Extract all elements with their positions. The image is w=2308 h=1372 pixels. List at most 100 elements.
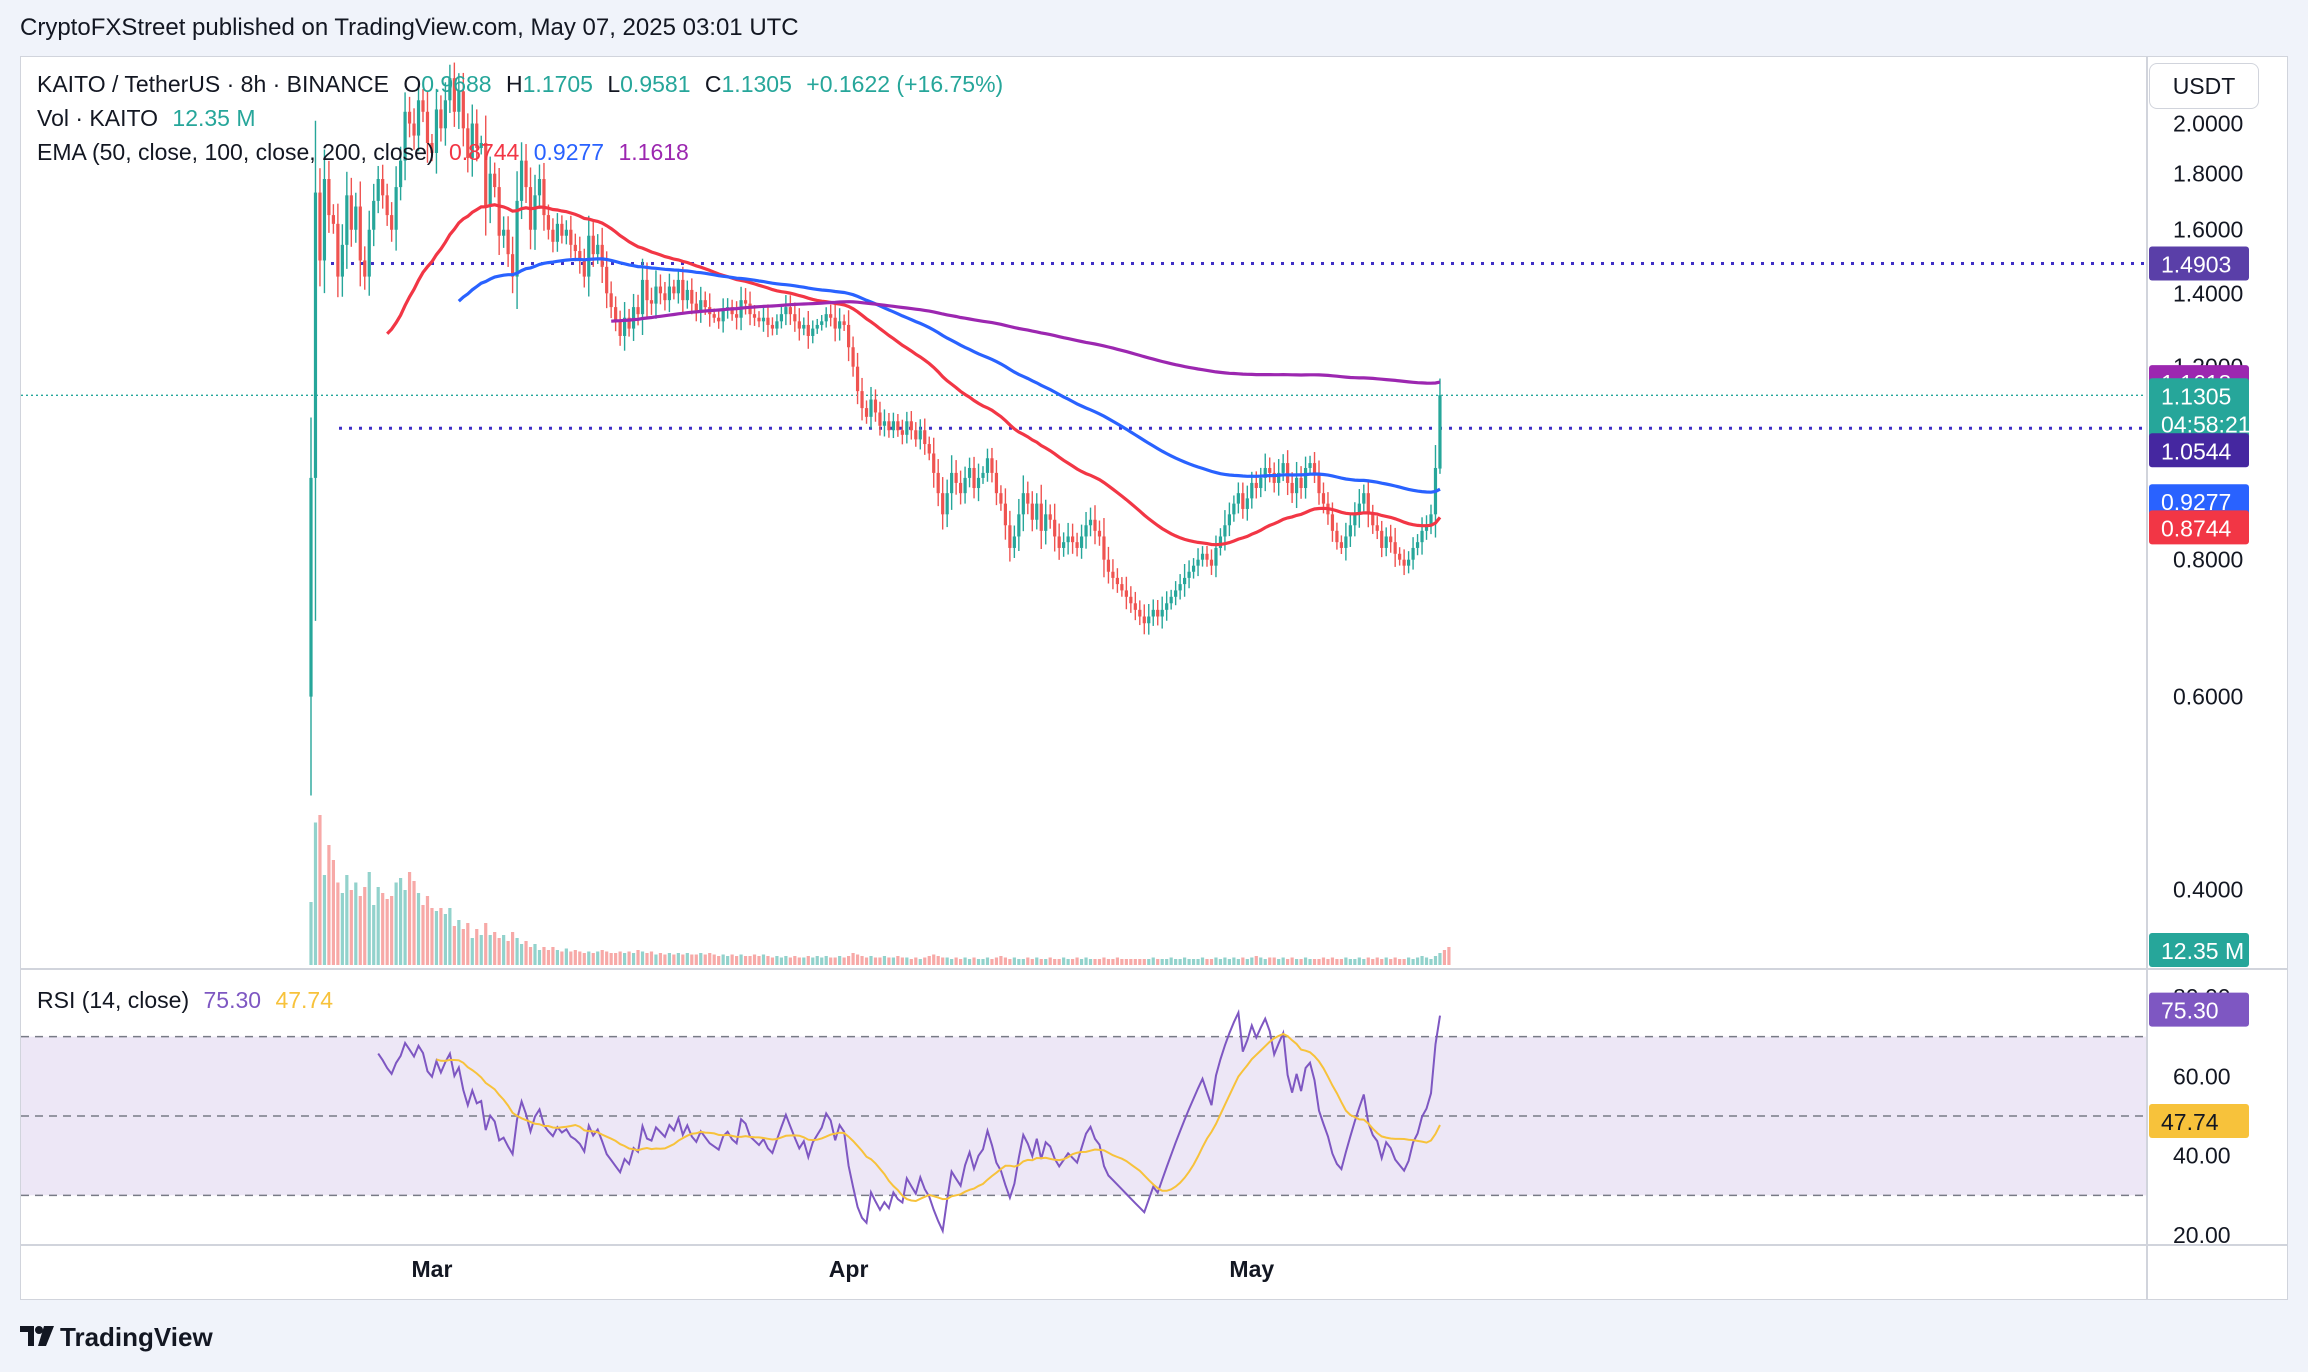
volume-bar	[779, 957, 783, 965]
volume-bar	[842, 957, 846, 965]
volume-bar	[851, 953, 855, 965]
volume-bar	[367, 872, 371, 965]
volume-bar	[959, 959, 963, 965]
candle	[381, 178, 385, 196]
volume-bar	[1415, 957, 1420, 965]
volume-bar	[537, 950, 542, 965]
volume-bar	[1223, 957, 1227, 965]
volume-bar	[721, 954, 725, 965]
candle	[345, 195, 349, 245]
candle	[900, 430, 904, 435]
legend-rsi-ma-value: 47.74	[275, 987, 334, 1013]
candle	[1353, 514, 1357, 526]
volume-bar	[1160, 959, 1164, 965]
candle	[981, 472, 985, 478]
volume-bar	[609, 953, 613, 965]
candle	[497, 187, 501, 236]
legend-l-label: L	[607, 71, 621, 97]
candle	[743, 300, 748, 304]
volume-bar	[614, 953, 618, 965]
candle	[761, 317, 766, 322]
candle	[376, 178, 380, 201]
volume-bar	[752, 954, 757, 965]
candle	[860, 391, 864, 409]
volume-bar	[1268, 957, 1272, 965]
volume-bar	[524, 941, 528, 965]
candle	[434, 109, 439, 153]
candle	[1259, 477, 1263, 489]
candle	[363, 260, 367, 277]
volume-bar	[658, 953, 663, 965]
candle	[645, 279, 649, 301]
candle	[399, 160, 403, 188]
volume-bar	[1375, 957, 1379, 965]
legend-h-label: H	[505, 71, 523, 97]
candle	[824, 314, 828, 322]
volume-bar	[712, 954, 716, 965]
volume-bar	[484, 923, 488, 965]
volume-bar	[1048, 957, 1052, 965]
legend-ema-label: EMA (50, close, 100, close, 200, close)	[37, 139, 435, 165]
ema-200-line	[611, 300, 1441, 385]
volume-bar	[1330, 957, 1335, 965]
currency-button[interactable]: USDT	[2149, 63, 2259, 109]
candle	[546, 215, 551, 230]
chart-svg[interactable]: 2.00001.80001.60001.40001.20001.00000.80…	[21, 57, 2287, 1299]
volume-bar	[461, 929, 465, 965]
candle	[461, 91, 465, 129]
volume-bar	[1308, 959, 1312, 965]
volume-bar	[663, 954, 667, 965]
candle	[1169, 596, 1173, 604]
volume-bar	[1044, 959, 1048, 965]
volume-bar	[829, 957, 833, 965]
volume-bar	[914, 957, 918, 965]
volume-bar	[1272, 957, 1276, 965]
volume-bar	[1008, 959, 1012, 965]
volume-bar	[694, 954, 698, 965]
candle	[569, 229, 573, 245]
volume-bar	[394, 882, 398, 965]
volume-bar	[1209, 959, 1214, 965]
candle	[963, 477, 967, 494]
legend-open: 0.9688	[421, 71, 492, 97]
candle	[623, 317, 627, 336]
candle	[887, 421, 891, 431]
volume-bar	[1241, 957, 1245, 965]
candle	[690, 289, 694, 304]
resistance-tag-bg	[2149, 246, 2249, 281]
candle	[533, 195, 537, 230]
volume-bar	[618, 951, 622, 965]
volume-bar	[936, 956, 940, 965]
volume-bar	[882, 956, 887, 965]
volume-bar	[990, 959, 994, 965]
candle	[717, 317, 721, 322]
volume-bar	[1178, 959, 1182, 965]
candle	[1174, 590, 1178, 597]
candle	[1415, 542, 1420, 548]
volume-bar	[591, 953, 595, 965]
volume-bar	[1335, 959, 1339, 965]
candle	[999, 493, 1003, 504]
volume-bar	[448, 908, 452, 965]
candle	[941, 493, 945, 515]
chart-frame[interactable]: 2.00001.80001.60001.40001.20001.00000.80…	[20, 56, 2288, 1300]
volume-bar	[811, 957, 815, 965]
candle	[1035, 503, 1039, 520]
volume-bar	[385, 899, 389, 965]
candle	[985, 458, 990, 473]
candle	[972, 467, 976, 489]
candle	[1312, 463, 1317, 473]
volume-bar	[349, 890, 353, 965]
volume-bar	[1142, 959, 1146, 965]
candle	[1008, 525, 1012, 548]
candle	[372, 200, 376, 230]
volume-bar	[1039, 959, 1043, 965]
volume-bar	[1088, 959, 1093, 965]
candle	[694, 303, 698, 311]
candle	[994, 472, 999, 494]
rsi-lines	[377, 1008, 1441, 1235]
candle	[591, 235, 595, 255]
volume-bar	[1357, 957, 1361, 965]
candle	[331, 215, 335, 224]
